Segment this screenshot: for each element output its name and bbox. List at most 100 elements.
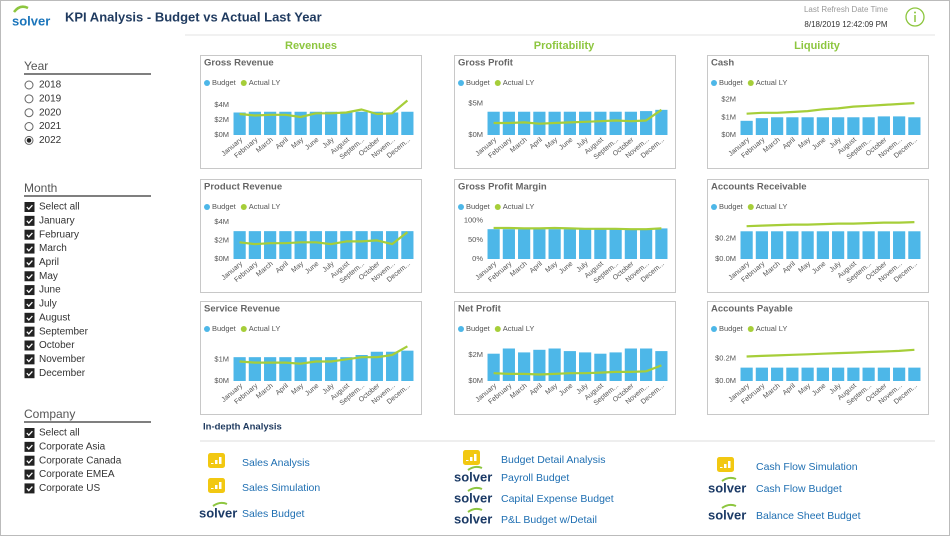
report-link[interactable]: solver P&L Budget w/Detail xyxy=(454,507,597,527)
checkbox[interactable] xyxy=(24,243,35,254)
checkbox[interactable] xyxy=(24,455,35,466)
filter-option[interactable]: 2018 xyxy=(24,80,62,91)
report-link[interactable]: Cash Flow Simulation xyxy=(717,457,858,473)
filter-option[interactable]: December xyxy=(24,368,86,379)
link-label[interactable]: Cash Flow Budget xyxy=(756,483,842,495)
filter-option[interactable]: Select all xyxy=(24,202,80,213)
bar xyxy=(248,357,261,381)
link-label[interactable]: Capital Expense Budget xyxy=(501,493,614,505)
checkbox[interactable] xyxy=(24,298,35,309)
link-label[interactable]: Sales Simulation xyxy=(242,482,320,494)
filter-option[interactable]: Corporate EMEA xyxy=(24,469,115,480)
filter-option[interactable]: March xyxy=(24,243,67,254)
filter-option[interactable]: May xyxy=(24,271,58,282)
filter-option[interactable]: February xyxy=(24,229,79,240)
link-label[interactable]: Balance Sheet Budget xyxy=(756,510,861,522)
check xyxy=(26,246,33,252)
checkbox[interactable] xyxy=(24,441,35,452)
filter-option[interactable]: July xyxy=(24,298,57,310)
checkbox[interactable] xyxy=(24,229,35,240)
bar xyxy=(771,367,784,381)
filter-option[interactable]: 2019 xyxy=(24,93,62,104)
checkbox[interactable] xyxy=(24,469,35,480)
report-link[interactable]: solver Sales Budget xyxy=(199,501,305,521)
report-link[interactable]: solver Balance Sheet Budget xyxy=(708,503,861,523)
filter-option[interactable]: 2022 xyxy=(24,135,62,146)
bar xyxy=(309,231,322,259)
report-link[interactable]: Sales Simulation xyxy=(208,478,320,494)
checkbox[interactable] xyxy=(24,285,35,296)
report-link[interactable]: solver Capital Expense Budget xyxy=(454,486,614,506)
bar xyxy=(832,231,845,259)
bar xyxy=(893,367,906,381)
refresh-time: 8/18/2019 12:42:09 PM xyxy=(804,20,888,29)
check xyxy=(26,260,33,266)
filter-option[interactable]: Corporate Canada xyxy=(24,455,122,466)
bar xyxy=(862,117,875,135)
link-label[interactable]: Cash Flow Simulation xyxy=(756,461,858,473)
report-link[interactable]: Sales Analysis xyxy=(208,453,310,469)
chart-title: Gross Profit Margin xyxy=(458,182,547,193)
check xyxy=(26,343,33,349)
bar xyxy=(816,117,829,135)
line xyxy=(493,364,662,376)
checkbox[interactable] xyxy=(24,326,35,337)
y-tick-label: $0M xyxy=(214,254,229,263)
checkbox[interactable] xyxy=(24,354,35,365)
bar xyxy=(755,231,768,259)
filter-option[interactable]: August xyxy=(24,312,70,323)
check xyxy=(26,274,33,280)
bar xyxy=(755,118,768,135)
filter-option[interactable]: October xyxy=(24,340,75,351)
solver-icon: solver xyxy=(454,511,492,526)
radio[interactable] xyxy=(24,94,34,104)
filter-option[interactable]: Corporate Asia xyxy=(24,441,106,452)
link-label[interactable]: Payroll Budget xyxy=(501,472,569,484)
filter-option[interactable]: September xyxy=(24,326,89,337)
info-button[interactable] xyxy=(905,7,925,27)
report-link[interactable]: solver Cash Flow Budget xyxy=(708,476,842,496)
link-label[interactable]: Budget Detail Analysis xyxy=(501,454,605,466)
radio[interactable] xyxy=(24,122,34,132)
checkbox[interactable] xyxy=(24,257,35,268)
line xyxy=(746,221,915,228)
filter-label: Select all xyxy=(39,428,80,439)
radio[interactable] xyxy=(24,108,34,118)
checkbox[interactable] xyxy=(24,202,35,212)
link-label[interactable]: P&L Budget w/Detail xyxy=(501,514,597,526)
radio[interactable] xyxy=(24,80,34,90)
bar xyxy=(579,229,592,259)
check xyxy=(26,218,33,225)
bar xyxy=(386,112,399,135)
chart-title: Net Profit xyxy=(458,304,502,315)
check xyxy=(26,315,33,321)
bar xyxy=(248,111,261,135)
filter-option[interactable]: 2020 xyxy=(24,107,62,118)
checkbox[interactable] xyxy=(24,428,35,438)
filter-option[interactable]: Select all xyxy=(24,428,80,439)
link-label[interactable]: Sales Budget xyxy=(242,508,305,520)
filter-option[interactable]: June xyxy=(24,285,61,296)
filter-label: Corporate US xyxy=(39,483,100,494)
filter-option[interactable]: January xyxy=(24,215,75,226)
checkbox[interactable] xyxy=(24,483,35,494)
y-tick-label: $1M xyxy=(214,354,229,363)
filter-option[interactable]: Corporate US xyxy=(24,483,100,494)
report-link[interactable]: solver Payroll Budget xyxy=(454,465,569,485)
radio-dot xyxy=(26,138,32,143)
filter-option[interactable]: November xyxy=(24,354,86,365)
checkbox[interactable] xyxy=(24,271,35,282)
solver-icon: solver xyxy=(454,490,492,505)
report-link[interactable]: Budget Detail Analysis xyxy=(463,450,605,466)
filter-option[interactable]: April xyxy=(24,257,59,268)
chart-title: Accounts Receivable xyxy=(711,182,807,193)
checkbox[interactable] xyxy=(24,312,35,323)
link-label[interactable]: Sales Analysis xyxy=(242,457,310,469)
filter-option[interactable]: 2021 xyxy=(24,121,62,132)
y-tick-label: $0M xyxy=(214,130,229,139)
checkbox[interactable] xyxy=(24,340,35,351)
checkbox[interactable] xyxy=(24,215,35,226)
checkbox[interactable] xyxy=(24,368,35,379)
filter-label: 2018 xyxy=(39,80,62,91)
